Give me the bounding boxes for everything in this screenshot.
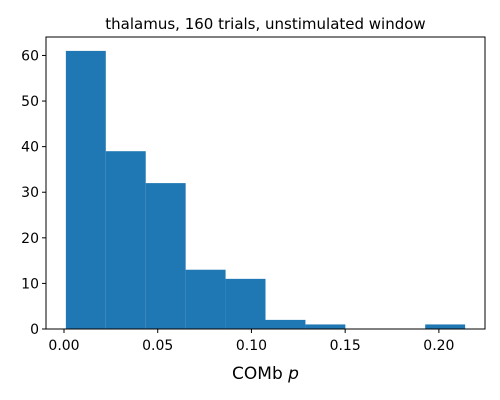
y-tick-label: 20 — [21, 231, 39, 247]
y-tick-label: 40 — [21, 140, 39, 156]
y-tick-label: 0 — [30, 322, 39, 338]
y-tick-label: 60 — [21, 48, 39, 64]
x-tick-label: 0.05 — [142, 338, 173, 354]
axes-group: 0.00 0.05 0.10 0.15 0.20 0 10 20 30 40 50 60 — [21, 36, 486, 354]
histogram-bar-0 — [65, 50, 106, 330]
x-axis-label-text: COMb — [232, 364, 288, 384]
x-tick-label: 0.00 — [48, 338, 79, 354]
bars-group — [65, 50, 466, 330]
x-axis-label-variable: p — [287, 364, 299, 384]
y-tick-label: 10 — [21, 276, 39, 292]
histogram-bar-3 — [185, 269, 226, 329]
plot-frame — [45, 36, 486, 330]
x-axis-label: COMb p — [232, 364, 299, 384]
y-tick-label: 50 — [21, 94, 39, 110]
y-tick-label: 30 — [21, 185, 39, 201]
histogram-bar-2 — [145, 183, 186, 329]
x-tick-label: 0.15 — [330, 338, 361, 354]
x-tick-label: 0.10 — [236, 338, 267, 354]
chart-title: thalamus, 160 trials, unstimulated windo… — [105, 15, 425, 33]
x-tick-label: 0.20 — [423, 338, 454, 354]
histogram-bar-4 — [225, 278, 266, 329]
histogram-bar-9 — [425, 324, 466, 329]
histogram-bar-5 — [265, 319, 306, 329]
histogram-bar-1 — [105, 151, 146, 329]
histogram-bar-6 — [305, 324, 346, 329]
